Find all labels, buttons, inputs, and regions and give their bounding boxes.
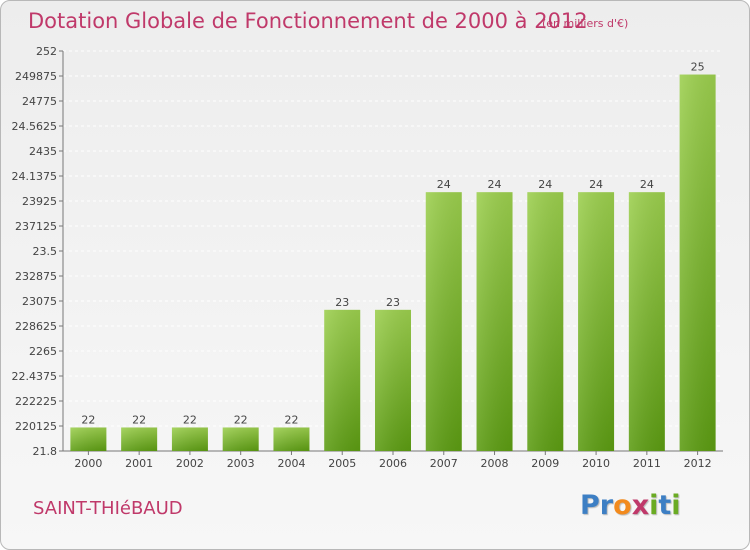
- y-tick-label: 220125: [15, 420, 57, 433]
- x-tick-label: 2012: [684, 457, 712, 470]
- data-label: 22: [132, 413, 146, 426]
- bar-shade: [70, 427, 107, 451]
- x-tick-label: 2001: [125, 457, 153, 470]
- bar-shade: [171, 427, 208, 451]
- y-tick-label: 2435: [29, 145, 57, 158]
- y-tick-label: 232875: [15, 270, 57, 283]
- x-tick-labels: 2000 2001 2002 2003 2004 2005 2006 2007 2008 2009…: [74, 451, 712, 470]
- y-tick-label: 2265: [29, 345, 57, 358]
- proxiti-logo[interactable]: Proxiti: [580, 490, 681, 521]
- x-tick-label: 2008: [481, 457, 509, 470]
- logo-letter: i: [671, 490, 681, 521]
- data-label: 24: [488, 178, 502, 191]
- data-label: 22: [284, 413, 298, 426]
- bar-shade: [121, 427, 158, 451]
- bar-shade: [222, 427, 259, 451]
- y-tick-label: 24775: [22, 95, 57, 108]
- x-tick-label: 2006: [379, 457, 407, 470]
- logo-letter: r: [599, 490, 614, 521]
- data-label: 24: [538, 178, 552, 191]
- data-label: 23: [386, 296, 400, 309]
- data-label: 22: [234, 413, 248, 426]
- data-label: 24: [589, 178, 603, 191]
- x-tick-label: 2010: [582, 457, 610, 470]
- x-tick-label: 2009: [531, 457, 559, 470]
- bar-shade: [628, 192, 665, 452]
- x-tick-label: 2005: [328, 457, 356, 470]
- logo-letter: x: [631, 490, 650, 521]
- data-label: 25: [691, 61, 705, 74]
- y-tick-label: 23925: [22, 195, 57, 208]
- bar-shade: [425, 192, 462, 452]
- y-tick-label: 249875: [15, 70, 57, 83]
- bar-shade: [527, 192, 564, 452]
- chart-title: Dotation Globale de Fonctionnement de 20…: [28, 9, 588, 33]
- bar-shade: [324, 309, 361, 451]
- y-tick-label: 21.8: [33, 445, 58, 458]
- y-tick-labels: 21.8 220125 222225 22.4375 2265 228625 23075 23…: [12, 45, 58, 458]
- logo-letter: P: [580, 490, 600, 521]
- y-tick-label: 23.5: [33, 245, 58, 258]
- commune-name: SAINT-THIéBAUD: [33, 498, 183, 519]
- value-labels: 22 22 22 22 22 23 23 24 24 24 24 24 25: [81, 61, 704, 427]
- y-tick-label: 228625: [15, 320, 57, 333]
- x-tick-label: 2004: [277, 457, 305, 470]
- data-label: 24: [437, 178, 451, 191]
- y-tick-label: 222225: [15, 395, 57, 408]
- x-tick-label: 2007: [430, 457, 458, 470]
- logo-letter: i: [649, 490, 659, 521]
- data-label: 24: [640, 178, 654, 191]
- x-tick-label: 2011: [633, 457, 661, 470]
- data-label: 22: [81, 413, 95, 426]
- unit-label: (en milliers d'€): [542, 17, 629, 30]
- x-tick-label: 2000: [74, 457, 102, 470]
- bar-shade: [679, 74, 716, 451]
- logo-letter: t: [658, 490, 672, 521]
- y-tick-label: 24.1375: [12, 170, 58, 183]
- data-label: 22: [183, 413, 197, 426]
- y-tick-label: 24.5625: [12, 120, 58, 133]
- x-tick-label: 2003: [227, 457, 255, 470]
- bar-shade: [476, 192, 513, 452]
- bar-shade: [375, 309, 411, 451]
- y-tick-label: 237125: [15, 220, 57, 233]
- y-tick-label: 252: [36, 45, 57, 58]
- data-label: 23: [335, 296, 349, 309]
- x-tick-label: 2002: [176, 457, 204, 470]
- bar-shade: [273, 427, 310, 451]
- y-tick-label: 23075: [22, 295, 57, 308]
- logo-letter: o: [613, 490, 632, 521]
- bars: [70, 74, 716, 452]
- y-tick-label: 22.4375: [12, 370, 58, 383]
- bar-shade: [578, 192, 615, 452]
